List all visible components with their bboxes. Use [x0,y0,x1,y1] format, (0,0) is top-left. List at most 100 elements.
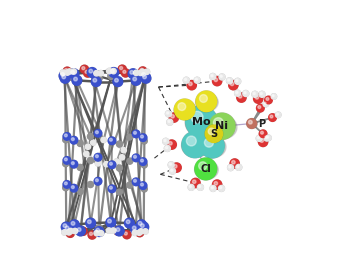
Circle shape [132,230,138,236]
Circle shape [79,227,87,235]
Circle shape [66,229,74,237]
Circle shape [235,78,241,84]
Circle shape [166,111,171,117]
Circle shape [213,76,222,86]
Circle shape [63,224,70,231]
Circle shape [116,189,122,195]
Ellipse shape [209,115,237,139]
Circle shape [226,78,233,84]
Circle shape [136,230,142,236]
Circle shape [115,78,118,82]
Circle shape [167,140,177,149]
Circle shape [62,74,69,81]
Circle shape [107,222,115,229]
Circle shape [243,91,249,97]
Circle shape [198,185,201,188]
Circle shape [59,71,69,81]
Circle shape [265,96,272,104]
Circle shape [84,69,92,77]
Circle shape [276,112,281,118]
Circle shape [266,135,271,141]
Circle shape [70,223,76,230]
Circle shape [121,69,130,77]
Circle shape [131,224,141,234]
Circle shape [111,228,116,233]
Circle shape [135,229,144,237]
Circle shape [63,180,71,188]
Circle shape [194,77,200,83]
Circle shape [188,184,194,190]
Circle shape [68,228,74,234]
Circle shape [139,222,149,232]
Circle shape [132,130,140,138]
Circle shape [87,158,94,164]
Circle shape [80,65,88,73]
Circle shape [195,78,197,81]
Circle shape [132,226,136,230]
Circle shape [116,141,123,147]
Circle shape [70,136,78,144]
Circle shape [84,151,89,156]
Circle shape [123,231,131,239]
Circle shape [60,73,70,83]
Circle shape [271,94,277,99]
Circle shape [108,72,115,79]
Ellipse shape [174,101,197,120]
Circle shape [140,69,145,75]
Circle shape [62,230,67,235]
Circle shape [69,69,79,79]
Circle shape [143,75,146,79]
Circle shape [134,70,139,76]
Circle shape [95,179,98,182]
Circle shape [63,161,69,167]
Circle shape [136,229,144,237]
Circle shape [191,178,200,188]
Circle shape [116,189,123,195]
Circle shape [110,138,112,141]
Circle shape [106,218,116,227]
Circle shape [116,141,122,147]
Circle shape [186,106,217,138]
Circle shape [235,90,241,96]
Circle shape [119,155,125,160]
Circle shape [68,228,74,234]
Circle shape [194,77,200,83]
Circle shape [87,182,94,188]
Circle shape [243,91,249,97]
Circle shape [127,134,133,140]
Circle shape [258,106,261,108]
Circle shape [200,134,224,158]
Circle shape [269,114,276,121]
Text: Cl: Cl [201,164,211,174]
Circle shape [236,91,238,94]
Circle shape [121,147,126,153]
Circle shape [108,185,116,192]
Circle shape [63,157,71,164]
Circle shape [142,73,145,76]
Circle shape [95,161,101,166]
Circle shape [64,158,67,161]
Circle shape [66,230,72,235]
Circle shape [264,102,266,104]
Circle shape [134,131,136,134]
Circle shape [63,181,71,188]
Circle shape [272,95,274,97]
Circle shape [109,67,119,78]
Circle shape [219,74,225,80]
Circle shape [254,94,263,103]
Circle shape [88,231,96,239]
Circle shape [76,226,86,236]
Circle shape [169,142,172,145]
Circle shape [228,79,230,81]
Circle shape [98,70,103,76]
Circle shape [143,229,148,234]
Circle shape [141,73,148,80]
Circle shape [96,228,100,232]
Circle shape [141,224,144,227]
Circle shape [139,182,147,189]
Circle shape [111,68,116,74]
Circle shape [111,69,114,73]
Ellipse shape [200,136,226,158]
Circle shape [205,125,222,143]
Circle shape [260,92,262,95]
